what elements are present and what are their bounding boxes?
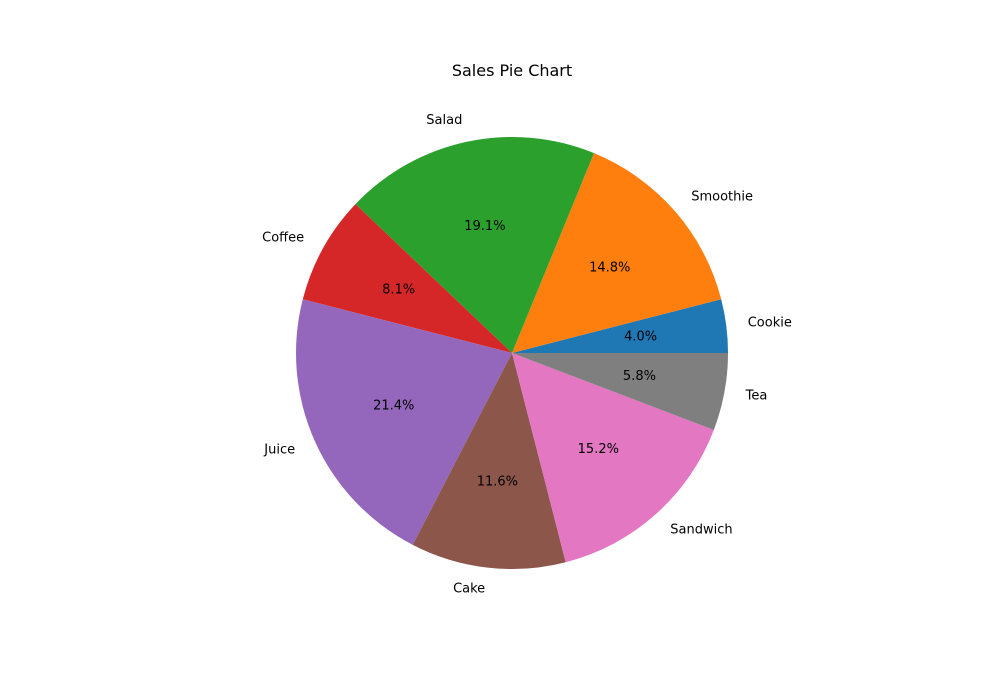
slice-tea — [512, 353, 728, 430]
slice-label-cookie: Cookie — [748, 316, 792, 331]
labels-layer: Cookie 4.0% Smoothie 14.8% Salad 19.1% Coffee 8… — [262, 113, 792, 596]
slice-percent-coffee: 8.1% — [382, 283, 415, 298]
slice-coffee — [302, 204, 512, 353]
slice-percent-cake: 11.6% — [477, 474, 518, 489]
slice-percent-salad: 19.1% — [464, 219, 505, 234]
slice-percent-juice: 21.4% — [373, 398, 414, 413]
slice-label-cake: Cake — [453, 582, 485, 597]
slice-label-coffee: Coffee — [262, 230, 304, 245]
slice-cake — [412, 353, 566, 569]
slice-sandwich — [512, 353, 714, 563]
slice-percent-cookie: 4.0% — [624, 329, 657, 344]
slice-juice — [296, 299, 512, 545]
slice-salad — [355, 136, 595, 353]
slices-layer — [296, 136, 728, 569]
slice-label-tea: Tea — [745, 389, 768, 404]
slice-percent-smoothie: 14.8% — [589, 260, 630, 275]
slice-label-juice: Juice — [263, 443, 295, 458]
slice-label-sandwich: Sandwich — [670, 523, 732, 538]
slice-label-smoothie: Smoothie — [691, 190, 753, 205]
slice-smoothie — [512, 153, 722, 353]
slice-percent-sandwich: 15.2% — [578, 442, 619, 457]
chart-title: Sales Pie Chart — [452, 61, 572, 80]
slice-label-salad: Salad — [426, 113, 462, 128]
slice-cookie — [512, 299, 728, 353]
slice-percent-tea: 5.8% — [623, 369, 656, 384]
